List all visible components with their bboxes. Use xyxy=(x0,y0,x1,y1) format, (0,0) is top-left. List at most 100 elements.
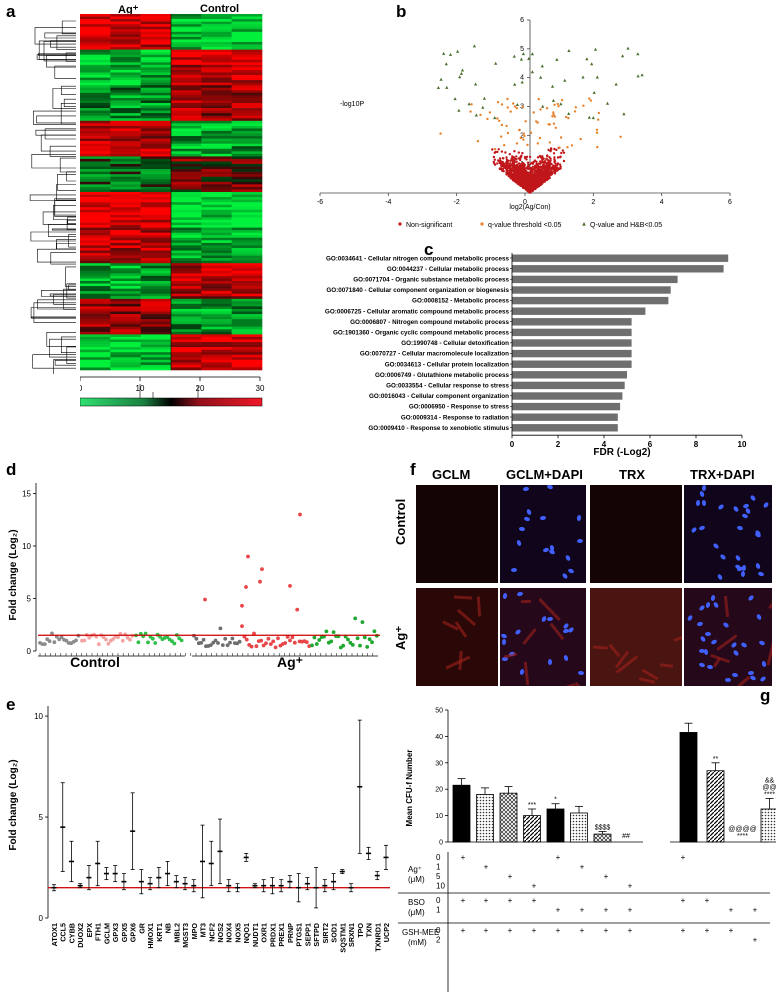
dendrogram-branch xyxy=(44,128,76,140)
volcano-point-hb xyxy=(530,70,534,74)
heatmap-cell xyxy=(80,199,111,203)
go-bar xyxy=(512,371,627,379)
go-bar xyxy=(512,275,678,284)
heatmap-cell xyxy=(140,321,172,325)
volcano-point xyxy=(538,176,542,179)
heatmap-cell xyxy=(80,133,111,137)
volcano-point xyxy=(517,157,520,160)
volcano-point xyxy=(515,142,519,145)
volcano-point xyxy=(500,150,504,153)
heatmap-cell xyxy=(80,311,111,315)
heatmap-cell xyxy=(171,301,202,305)
heatmap-cell xyxy=(201,235,232,239)
heatmap-cell xyxy=(201,186,232,190)
heatmap-cell xyxy=(80,130,111,134)
legend-nonsig: Non-significant xyxy=(406,222,452,229)
heatmap-cell xyxy=(140,184,172,188)
heatmap-cell xyxy=(140,69,172,73)
dapi-nucleus xyxy=(690,526,698,534)
dapi-nucleus xyxy=(546,485,554,490)
heatmap-cell xyxy=(80,174,111,178)
heatmap-cell xyxy=(231,62,263,66)
heatmap-cell xyxy=(110,273,141,277)
heatmap-cell xyxy=(80,250,111,254)
heatmap-cell xyxy=(171,265,202,269)
heatmap-cell xyxy=(201,344,232,348)
heatmap-cell xyxy=(171,179,202,183)
dapi-nucleus xyxy=(564,554,572,562)
heatmap-cell xyxy=(80,232,111,236)
heatmap-cell xyxy=(140,19,172,22)
d-point xyxy=(329,639,334,644)
dendrogram-branch xyxy=(59,157,76,173)
volcano-point xyxy=(507,171,510,175)
go-term-label: GO:1990748 - Cellular detoxification xyxy=(401,340,509,347)
heatmap-cell xyxy=(80,169,111,172)
heatmap-cell xyxy=(140,179,172,183)
heatmap-cell xyxy=(80,75,111,78)
heatmap-cell xyxy=(201,151,232,155)
volcano-point-hb xyxy=(592,90,596,94)
volcano-y-tick-label: 2 xyxy=(520,132,524,139)
heatmap-cell xyxy=(140,138,172,142)
heatmap-cell xyxy=(110,44,141,48)
volcano-point xyxy=(530,188,533,191)
e-gene-label: GPX6 xyxy=(129,923,138,942)
heatmap-cell xyxy=(231,192,263,195)
heatmap-cell xyxy=(231,352,263,356)
heatmap-cell xyxy=(231,36,263,40)
heatmap-cell xyxy=(110,298,141,302)
heatmap-cell xyxy=(110,296,141,300)
volcano-y-tick-label: 4 xyxy=(520,75,524,82)
heatmap-cell xyxy=(201,62,232,66)
volcano-point xyxy=(549,167,552,170)
heatmap-cell xyxy=(171,29,202,33)
heatmap-cell xyxy=(201,263,232,267)
heatmap-cell xyxy=(231,237,263,241)
g-y-tick-label: 10 xyxy=(435,813,443,820)
volcano-point xyxy=(498,157,502,160)
heatmap-cell xyxy=(80,105,111,109)
heatmap-cell xyxy=(80,230,111,233)
heatmap-cell xyxy=(231,16,263,20)
go-term-label: GO:0006807 - Nitrogen compound metabolic… xyxy=(350,319,509,326)
heatmap-cell xyxy=(80,110,111,114)
heatmap-cell xyxy=(171,31,202,35)
heatmap-cell xyxy=(171,77,202,81)
heatmap-cell xyxy=(231,90,263,94)
volcano-point xyxy=(498,161,501,165)
heatmap-cell xyxy=(201,44,232,48)
heatmap-cell xyxy=(140,362,172,366)
volcano-point xyxy=(507,174,510,177)
heatmap-cell xyxy=(110,108,141,111)
g-table-mark: + xyxy=(729,926,734,935)
heatmap-cell xyxy=(110,268,141,272)
heatmap-cell xyxy=(140,367,172,371)
heatmap-cell xyxy=(201,347,232,350)
volcano-point xyxy=(505,162,508,165)
heatmap-cell xyxy=(201,128,232,132)
dendrogram-branch xyxy=(54,65,76,79)
go-bar xyxy=(512,318,632,326)
heatmap-cell xyxy=(231,293,263,297)
volcano-point xyxy=(536,171,540,174)
dendrogram-branch xyxy=(38,53,76,56)
heatmap-cell xyxy=(201,334,232,338)
volcano-point-hb xyxy=(636,52,640,56)
heatmap-cell xyxy=(110,67,141,71)
g-table-mark: + xyxy=(580,863,585,872)
heatmap-cell xyxy=(110,240,141,244)
volcano-point xyxy=(546,171,550,175)
heatmap-cell xyxy=(201,69,232,73)
heatmap-cell xyxy=(110,245,141,249)
heatmap-cell xyxy=(201,209,232,213)
volcano-point xyxy=(548,161,551,164)
heatmap-cell xyxy=(171,115,202,119)
heatmap-cell xyxy=(110,324,141,328)
volcano-point xyxy=(515,165,518,169)
volcano-point xyxy=(504,151,507,154)
heatmap-cell xyxy=(201,364,232,368)
d-point xyxy=(96,642,101,647)
volcano-point xyxy=(529,131,533,134)
heatmap-cell xyxy=(110,16,141,20)
